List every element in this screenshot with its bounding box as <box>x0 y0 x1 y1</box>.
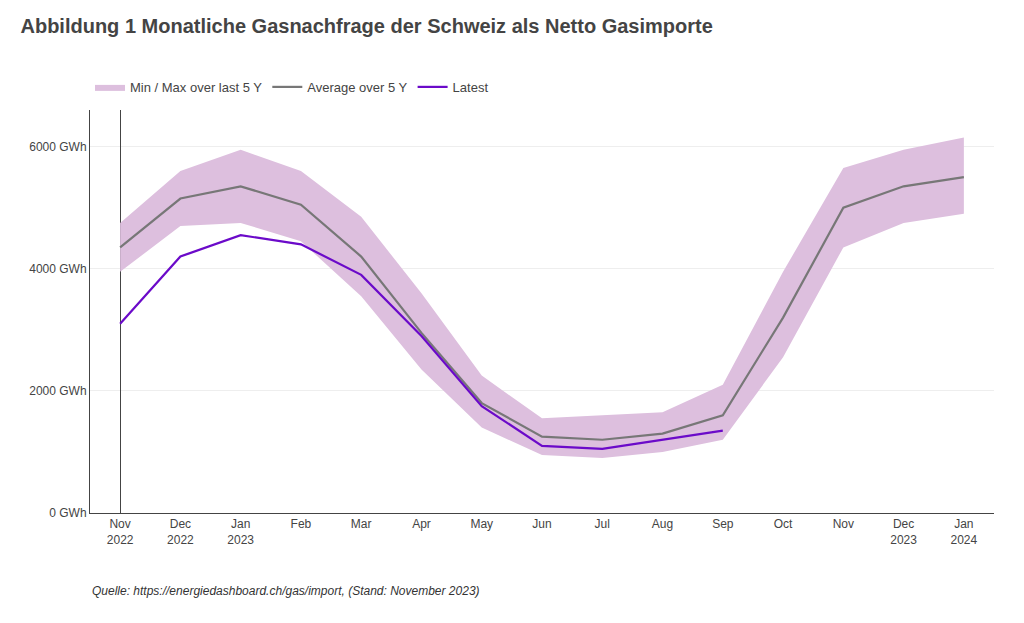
svg-text:Latest: Latest <box>453 80 489 95</box>
svg-text:Average over 5 Y: Average over 5 Y <box>307 80 407 95</box>
svg-text:Jan2024: Jan2024 <box>951 517 978 547</box>
svg-text:Oct: Oct <box>774 517 793 531</box>
svg-text:6000 GWh: 6000 GWh <box>29 140 86 154</box>
svg-text:Feb: Feb <box>291 517 312 531</box>
svg-text:Mar: Mar <box>351 517 372 531</box>
svg-text:0 GWh: 0 GWh <box>49 506 86 520</box>
svg-text:Quelle: https://energiedashboa: Quelle: https://energiedashboard.ch/gas/… <box>92 584 480 598</box>
svg-text:Dec2022: Dec2022 <box>167 517 194 547</box>
svg-text:Jun: Jun <box>532 517 551 531</box>
svg-text:Jul: Jul <box>595 517 610 531</box>
svg-text:Nov2022: Nov2022 <box>107 517 134 547</box>
svg-text:2000 GWh: 2000 GWh <box>29 384 86 398</box>
svg-text:May: May <box>470 517 493 531</box>
svg-text:Sep: Sep <box>712 517 734 531</box>
svg-text:Jan2023: Jan2023 <box>227 517 254 547</box>
svg-text:Nov: Nov <box>833 517 854 531</box>
svg-text:Min / Max over last 5 Y: Min / Max over last 5 Y <box>130 80 262 95</box>
svg-text:Aug: Aug <box>652 517 673 531</box>
svg-text:Apr: Apr <box>412 517 431 531</box>
svg-text:4000 GWh: 4000 GWh <box>29 262 86 276</box>
svg-text:Dec2023: Dec2023 <box>890 517 917 547</box>
svg-text:Abbildung 1 Monatliche Gasnach: Abbildung 1 Monatliche Gasnachfrage der … <box>20 15 712 37</box>
